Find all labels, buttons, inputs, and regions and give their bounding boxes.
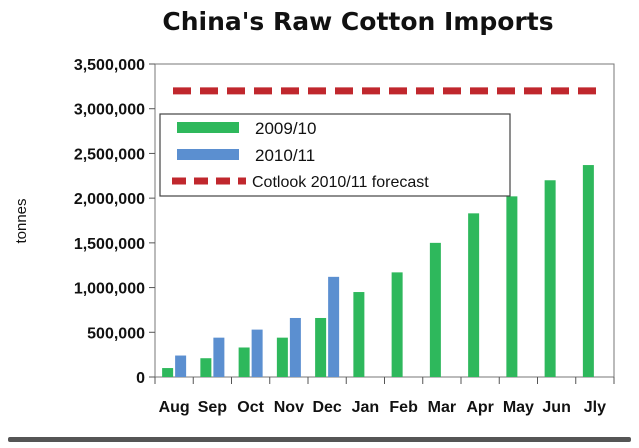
bar-2009-10-jan <box>353 292 365 377</box>
x-axis-ticks: Aug Sep Oct Nov Dec Jan Feb Mar Apr May Jun Jly <box>154 377 615 416</box>
x-tick-label: Feb <box>389 399 418 416</box>
y-tick-label: 1,500,000 <box>74 236 145 253</box>
legend-label-2010-11: 2010/11 <box>255 146 315 165</box>
x-tick-label: Nov <box>274 399 304 416</box>
x-tick-label: Aug <box>159 399 190 416</box>
x-tick-label: Jly <box>584 399 606 416</box>
legend: 2009/10 2010/11 Cotlook 2010/11 forecast <box>159 113 511 197</box>
bar-2009-10-mar <box>429 242 441 377</box>
bottom-divider <box>8 437 631 442</box>
x-tick-label: Mar <box>428 399 456 416</box>
bar-2009-10-may <box>506 196 518 377</box>
bar-2010-11-sep <box>213 337 225 377</box>
y-tick-label: 1,000,000 <box>74 281 145 298</box>
bar-2009-10-sep <box>200 358 212 377</box>
x-tick-label: Apr <box>466 399 494 416</box>
y-tick-label: 3,500,000 <box>74 57 145 74</box>
legend-label-2009-10: 2009/10 <box>255 119 316 138</box>
y-tick-label: 500,000 <box>87 325 145 342</box>
x-tick-label: Oct <box>237 399 264 416</box>
y-tick-label: 2,000,000 <box>74 191 145 208</box>
y-tick-label: 3,000,000 <box>74 102 145 119</box>
legend-label-forecast: Cotlook 2010/11 forecast <box>252 174 429 191</box>
legend-swatch-2010-11 <box>177 149 239 160</box>
bar-2010-11-nov <box>289 317 301 377</box>
y-tick-label: 0 <box>136 370 145 387</box>
bar-2009-10-nov <box>276 337 288 377</box>
bar-2009-10-dec <box>315 317 327 377</box>
bar-2010-11-oct <box>251 329 263 377</box>
y-axis-ticks: 0 500,000 1,000,000 1,500,000 2,000,000 2,500… <box>74 57 155 387</box>
bar-2009-10-feb <box>391 272 403 377</box>
chart-title: China's Raw Cotton Imports <box>162 7 553 36</box>
x-tick-label: May <box>503 399 534 416</box>
bar-2009-10-jly <box>582 165 594 377</box>
x-tick-label: Sep <box>198 399 228 416</box>
legend-swatch-2009-10 <box>177 122 239 133</box>
y-tick-label: 2,500,000 <box>74 146 145 163</box>
bar-2009-10-oct <box>238 347 250 377</box>
bars <box>162 165 594 377</box>
x-tick-label: Dec <box>312 399 341 416</box>
y-axis-label: tonnes <box>13 198 30 243</box>
x-tick-label: Jun <box>542 399 570 416</box>
bar-2010-11-dec <box>328 276 340 377</box>
bar-2009-10-jun <box>544 180 556 377</box>
bar-2010-11-aug <box>175 355 187 377</box>
x-tick-label: Jan <box>352 399 380 416</box>
bar-2009-10-apr <box>468 213 480 377</box>
bar-2009-10-aug <box>162 368 174 377</box>
